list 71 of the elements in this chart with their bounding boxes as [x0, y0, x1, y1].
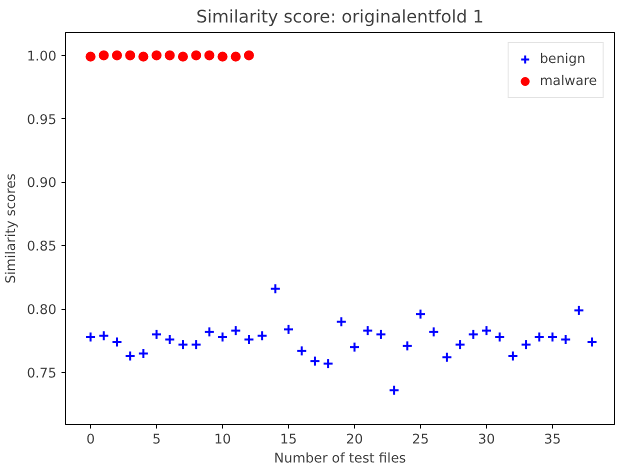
point — [111, 336, 122, 348]
y-tick-label: 0.85 — [26, 240, 57, 255]
point — [86, 52, 96, 62]
x-tick-label: 15 — [280, 432, 298, 448]
y-tick-label: 0.90 — [26, 176, 57, 192]
point — [217, 331, 228, 342]
point — [402, 340, 413, 352]
point — [586, 336, 598, 348]
point — [573, 304, 584, 316]
point — [560, 334, 572, 346]
point — [191, 50, 202, 60]
point — [270, 283, 281, 294]
y-tick-label: 0.80 — [26, 303, 57, 318]
point — [204, 326, 215, 338]
point — [218, 52, 228, 62]
point — [322, 358, 334, 370]
x-tick-label: 20 — [346, 432, 364, 448]
legend-label: benign — [540, 52, 586, 66]
point — [230, 325, 242, 336]
point — [428, 326, 440, 338]
y-tick-label: 0.95 — [26, 112, 57, 128]
point — [177, 339, 188, 350]
x-tick-label: 10 — [214, 432, 232, 448]
y-tick-label: 0.75 — [26, 366, 57, 382]
point — [190, 339, 202, 350]
point — [164, 50, 175, 60]
point — [98, 50, 109, 60]
chart-title: Similarity score: originalentfold 1 — [196, 8, 484, 28]
point — [349, 342, 360, 353]
legend-label: malware — [540, 74, 597, 88]
point — [164, 334, 176, 346]
point — [152, 50, 162, 60]
point — [309, 356, 320, 367]
point — [85, 331, 96, 342]
point — [151, 328, 162, 340]
x-tick-label: 5 — [152, 432, 161, 448]
point — [98, 330, 110, 342]
point — [534, 331, 545, 342]
point — [388, 384, 400, 396]
point — [296, 345, 308, 356]
x-axis-title: Number of test files — [274, 452, 406, 466]
point — [520, 339, 532, 350]
point — [124, 350, 136, 362]
y-tick-label: 1.00 — [26, 49, 57, 64]
point — [283, 324, 294, 335]
point — [204, 50, 214, 60]
point — [468, 328, 479, 340]
point — [362, 325, 374, 336]
point — [112, 50, 122, 60]
point — [138, 52, 148, 62]
x-tick-label: 30 — [478, 432, 495, 448]
point — [125, 50, 136, 60]
point — [480, 325, 492, 336]
x-tick-label: 35 — [544, 432, 561, 448]
point — [375, 328, 386, 340]
x-tick-label: 0 — [86, 432, 95, 448]
point — [230, 52, 241, 62]
point — [256, 330, 268, 342]
point — [507, 350, 518, 362]
point — [494, 331, 506, 342]
point — [415, 308, 426, 320]
point — [441, 352, 452, 363]
point — [336, 316, 347, 328]
point — [138, 348, 149, 359]
point — [244, 50, 254, 60]
x-tick-label: 25 — [412, 432, 429, 448]
point — [454, 339, 466, 350]
point — [178, 52, 188, 62]
point — [243, 334, 254, 346]
point — [546, 331, 558, 342]
y-axis-title: Similarity scores — [4, 173, 19, 284]
